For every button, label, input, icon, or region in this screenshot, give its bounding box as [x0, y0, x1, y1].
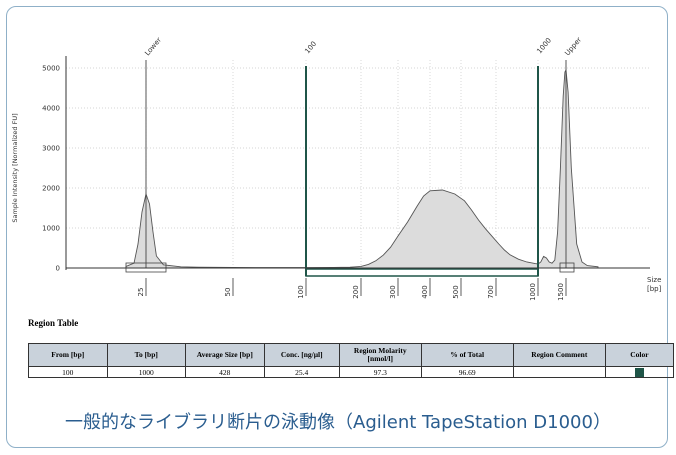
y-tick-label: 5000 [42, 65, 60, 73]
header-color: Color [604, 343, 675, 367]
electropherogram-trace [125, 68, 599, 269]
color-swatch [634, 367, 644, 377]
y-tick-label: 3000 [42, 145, 60, 153]
x-tick-label: 400 [421, 285, 429, 298]
x-axis-label-size: Size [647, 276, 661, 284]
peak-label: Upper [563, 36, 583, 57]
y-tick-label: 0 [56, 265, 60, 273]
y-tick-label: 4000 [42, 105, 60, 113]
x-tick-label: 500 [452, 285, 460, 298]
region-layer [305, 268, 539, 277]
region-table: From [bp] To [bp] Average Size [bp] Conc… [28, 343, 675, 378]
cell-from: 100 [28, 366, 108, 378]
header-average-size: Average Size [bp] [185, 343, 265, 367]
header-to: To [bp] [106, 343, 187, 367]
header-from: From [bp] [28, 343, 108, 367]
x-tick-label: 1000 [529, 283, 537, 301]
cell-to: 1000 [106, 366, 187, 378]
x-tick-label: 700 [487, 285, 495, 298]
y-axis-label: Sample Intensity [Normalized FU] [11, 113, 19, 222]
x-tick-label: 100 [297, 285, 305, 298]
cell-comment [512, 366, 606, 378]
x-tick-label: 1500 [557, 283, 565, 301]
figure-caption: 一般的なライブラリ断片の泳動像（Agilent TapeStation D100… [65, 412, 611, 433]
electropherogram-chart: Lower Upper 100 1000 0 1000 2000 3000 4000 5000 2… [11, 36, 662, 301]
header-region-comment: Region Comment [512, 343, 606, 367]
cell-molarity: 97.3 [338, 366, 422, 378]
region-bracket [305, 268, 539, 277]
header-conc: Conc. [ng/µl] [263, 343, 340, 367]
region-table-header-row: From [bp] To [bp] Average Size [bp] Conc… [28, 343, 675, 367]
y-tick-label: 2000 [42, 185, 60, 193]
x-axis-label-unit: [bp] [647, 285, 662, 293]
header-region-molarity: Region Molarity [nmol/l] [338, 343, 422, 367]
peak-label: Lower [143, 36, 163, 57]
cell-color [604, 366, 675, 378]
y-tick-label: 1000 [42, 225, 60, 233]
region-table-title: Region Table [28, 318, 79, 328]
x-tick-label: 25 [137, 288, 145, 297]
header-pct-total: % of Total [420, 343, 514, 367]
table-row: 100 1000 428 25.4 97.3 96.69 [28, 366, 675, 378]
cell-pct-total: 96.69 [420, 366, 514, 378]
marker-layer: Lower Upper 100 1000 [125, 36, 583, 276]
x-tick-label: 50 [224, 288, 232, 297]
x-tick-label: 300 [389, 285, 397, 298]
region-marker-label: 1000 [535, 36, 553, 55]
x-tick-label: 200 [352, 285, 360, 298]
curve-layer [125, 68, 599, 269]
cell-average-size: 428 [185, 366, 265, 378]
cell-conc: 25.4 [263, 366, 340, 378]
region-marker-label: 100 [303, 40, 318, 55]
